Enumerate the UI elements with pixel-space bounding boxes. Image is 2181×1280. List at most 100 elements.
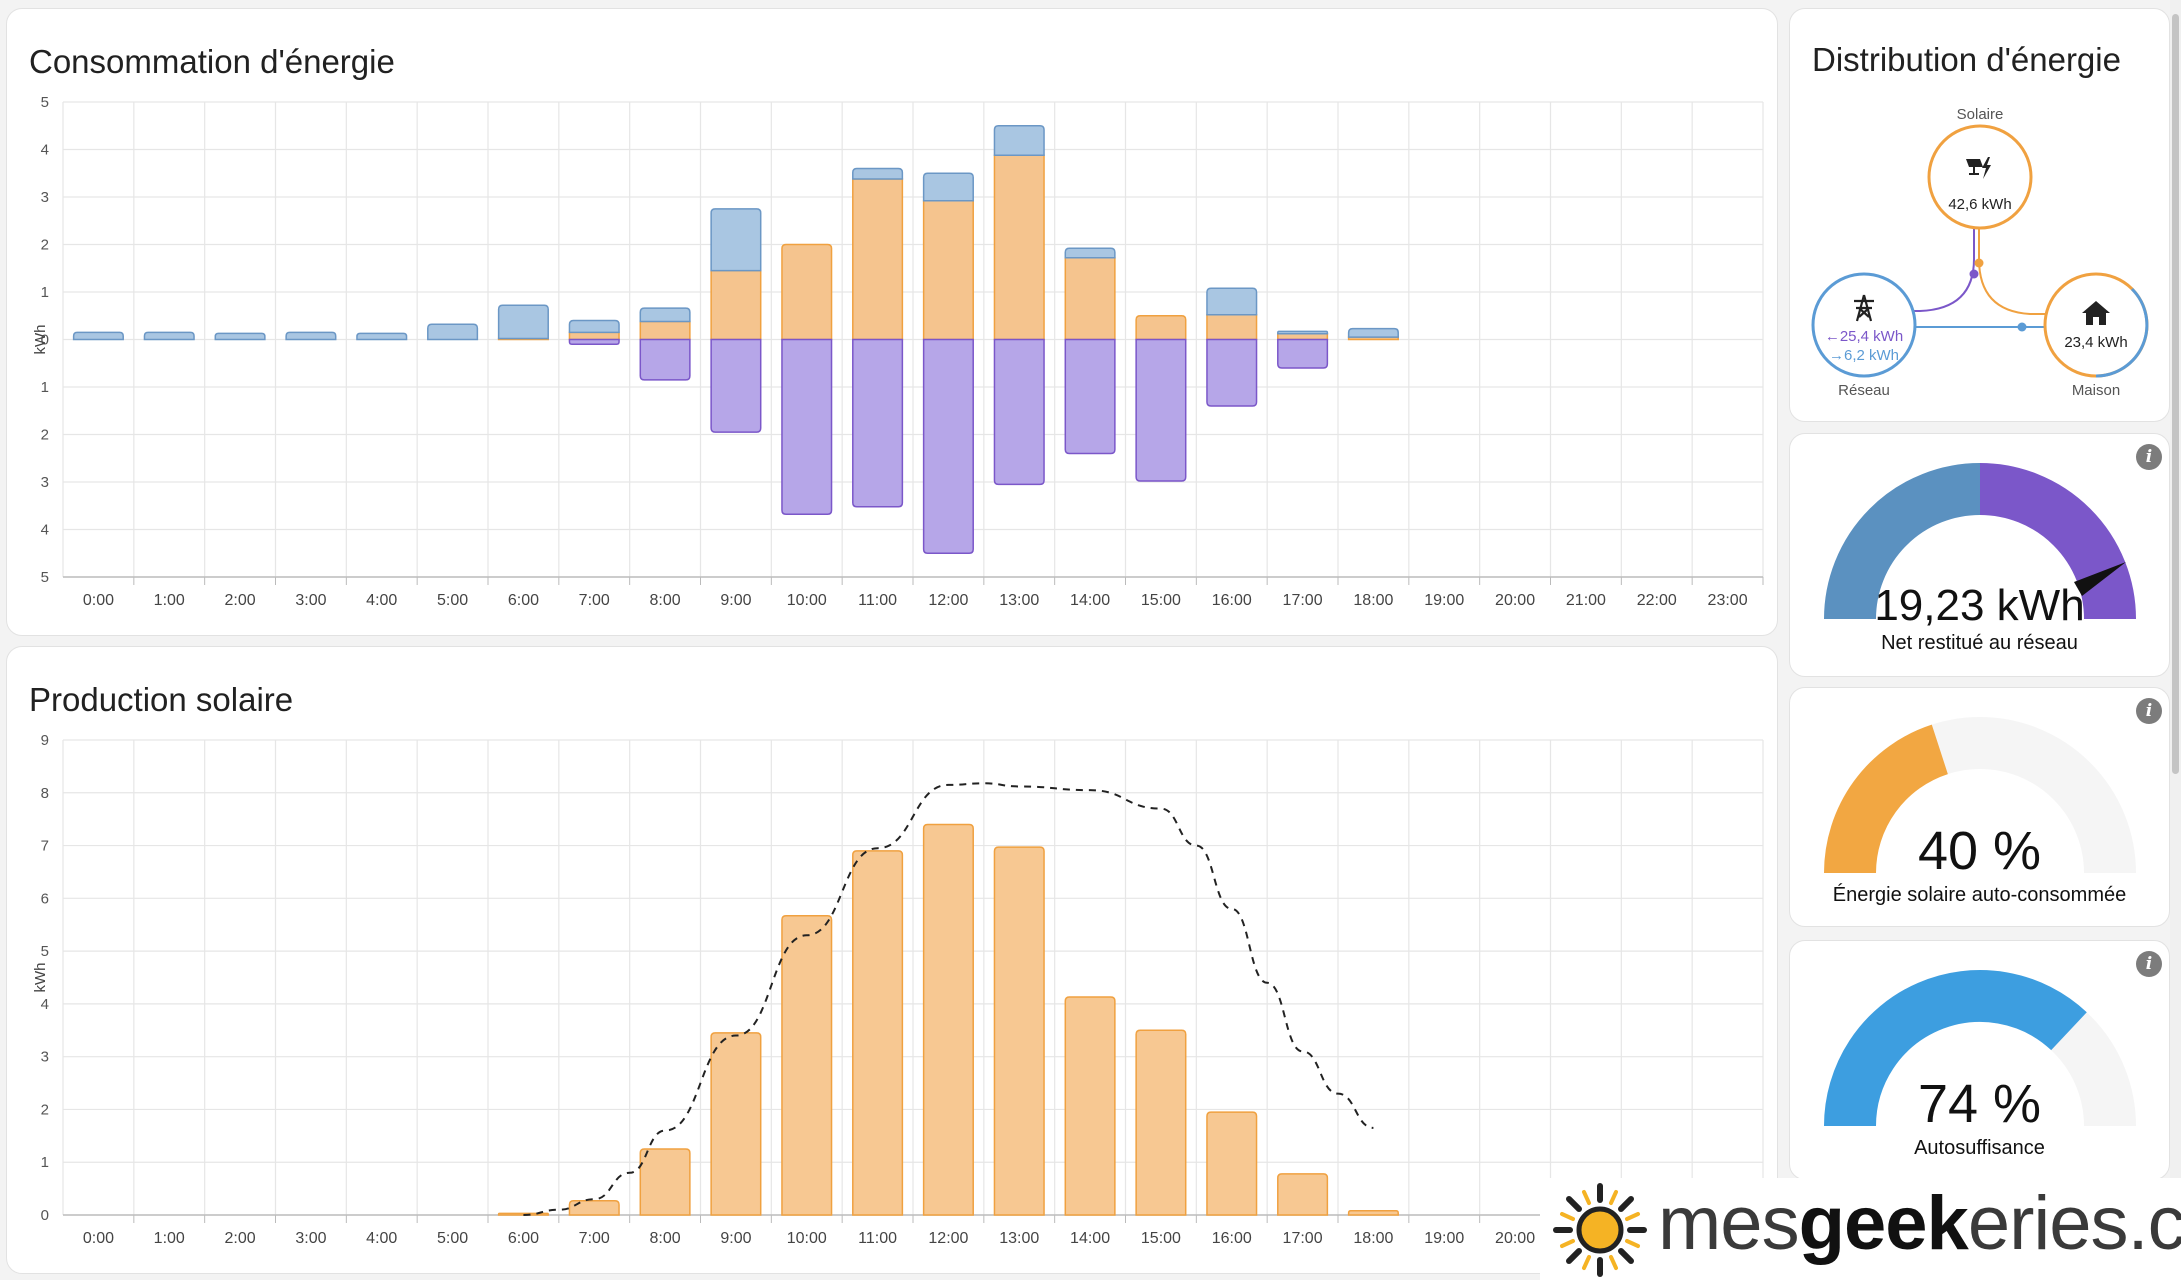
gauge-value: 40 %	[1917, 821, 2042, 881]
bar-return	[710, 338, 762, 433]
info-icon[interactable]: i	[2136, 951, 2162, 977]
bar-grid	[143, 331, 195, 341]
bar-grid	[1277, 330, 1329, 335]
bar-return	[1206, 338, 1258, 407]
x-tick-label: 21:00	[1566, 592, 1606, 609]
x-tick-label: 9:00	[720, 592, 751, 609]
bar-return	[639, 338, 691, 381]
consumption-card: Consommation d'énergie 5 4 3 2 1 0 1 2 3 4 5 0:00 1:…	[6, 8, 1778, 636]
x-tick-label: 14:00	[1070, 1230, 1110, 1247]
home-arc-grid	[2095, 287, 2149, 378]
x-tick-label: 14:00	[1070, 592, 1110, 609]
bar-grid	[214, 332, 266, 341]
gauge-card-self-sufficiency[interactable]: i 74 % Autosuffisance	[1789, 940, 2170, 1180]
bar-production	[497, 1212, 549, 1216]
y-tick-label: 4	[41, 996, 49, 1013]
bar-solar	[1206, 314, 1258, 341]
y-axis-label: kWh	[32, 325, 49, 355]
x-tick-label: 11:00	[858, 1230, 897, 1247]
x-tick-label: 7:00	[579, 1230, 610, 1247]
scrollbar-thumb[interactable]	[2172, 14, 2179, 774]
x-tick-label: 8:00	[650, 1230, 681, 1247]
bar-return	[922, 338, 974, 554]
x-tick-label: 20:00	[1495, 1230, 1535, 1247]
distribution-card: Distribution d'énergie 42,6 kWh Solaire …	[1789, 8, 2170, 422]
bar-production	[1135, 1029, 1187, 1216]
x-tick-label: 4:00	[366, 1230, 397, 1247]
bar-solar	[1135, 315, 1187, 341]
gauge-label: Autosuffisance	[1914, 1137, 2045, 1159]
x-tick-label: 13:00	[999, 592, 1039, 609]
x-tick-label: 6:00	[508, 592, 539, 609]
x-tick-label: 15:00	[1141, 592, 1181, 609]
bar-production	[922, 823, 974, 1216]
bar-solar	[639, 320, 691, 341]
y-tick-label: 2	[41, 1101, 49, 1118]
y-tick-label: 3	[41, 1049, 49, 1066]
x-tick-label: 12:00	[928, 1230, 968, 1247]
bar-grid	[993, 125, 1045, 156]
bar-grid	[568, 319, 620, 334]
y-tick-label: 3	[41, 189, 49, 206]
y-tick-label: 1	[41, 284, 49, 301]
y-tick-label: 5	[41, 943, 49, 960]
transmission-tower-icon	[1854, 294, 1874, 322]
consumption-chart[interactable]: 5 4 3 2 1 0 1 2 3 4 5 0:00 1:00 2:00 3:00 4:00 5:00 6:00 7…	[7, 9, 1779, 637]
bar-solar	[710, 269, 762, 341]
y-axis-label: kWh	[32, 963, 49, 993]
x-tick-label: 9:00	[720, 1230, 751, 1247]
gauge-self-sufficiency	[1824, 970, 2136, 1127]
y-tick-label: 7	[41, 838, 49, 855]
bar-return	[1135, 338, 1187, 482]
production-chart[interactable]: 0 1 2 3 4 5 6 7 8 9 0:00 1:00 2:00 3:00 4:00 5:00 6:00 7:…	[7, 647, 1779, 1275]
gauge-needle	[2074, 562, 2126, 596]
solar-node	[1927, 124, 2033, 230]
y-tick-label: 5	[41, 569, 49, 586]
x-tick-label: 13:00	[999, 1230, 1039, 1247]
x-tick-label: 6:00	[508, 1230, 539, 1247]
production-card: Production solaire 0 1 2 3 4 5 6 7 8 9 0:00 1:00 2:0…	[6, 646, 1778, 1274]
x-tick-label: 15:00	[1141, 1230, 1181, 1247]
bar-grid	[285, 331, 337, 341]
x-tick-label: 17:00	[1283, 1230, 1323, 1247]
grid-out-value: →6,2 kWh	[1829, 347, 1899, 364]
info-icon[interactable]: i	[2136, 698, 2162, 724]
flow-solar-grid	[1910, 201, 1975, 312]
bar-production	[1347, 1210, 1399, 1216]
bar-return	[1277, 338, 1329, 369]
bar-solar	[993, 154, 1045, 341]
home-icon	[2082, 301, 2110, 325]
bar-production	[1064, 996, 1116, 1216]
x-tick-label: 3:00	[295, 592, 326, 609]
bar-solar	[922, 200, 974, 341]
x-tick-label: 16:00	[1212, 592, 1252, 609]
distribution-title: Distribution d'énergie	[1812, 41, 2121, 78]
gauge-label: Énergie solaire auto-consommée	[1832, 884, 2127, 906]
solar-value: 42,6 kWh	[1948, 196, 2011, 213]
bar-grid	[356, 332, 408, 341]
gauge-card-net-return[interactable]: i 19,23 kWh Net restitué au réseau	[1789, 433, 2170, 677]
gauge-card-self-consumed[interactable]: i 40 % Énergie solaire auto-consommée	[1789, 687, 2170, 927]
y-tick-label: 6	[41, 890, 49, 907]
bar-production	[993, 846, 1045, 1216]
info-icon[interactable]: i	[2136, 444, 2162, 470]
x-tick-label: 3:00	[295, 1230, 326, 1247]
forecast-line	[523, 782, 1374, 1216]
x-tick-label: 1:00	[154, 592, 185, 609]
bar-return	[993, 338, 1045, 486]
sun-logo-icon	[1553, 1183, 1647, 1277]
x-tick-label: 11:00	[858, 592, 897, 609]
y-tick-label: 5	[41, 94, 49, 111]
x-tick-label: 19:00	[1424, 1230, 1464, 1247]
bar-solar	[852, 178, 904, 341]
y-tick-label: 4	[41, 522, 49, 539]
home-value: 23,4 kWh	[2064, 334, 2127, 351]
x-tick-label: 12:00	[928, 592, 968, 609]
production-title: Production solaire	[29, 681, 294, 718]
bar-grid	[72, 331, 124, 341]
x-tick-label: 18:00	[1353, 592, 1393, 609]
x-tick-label: 5:00	[437, 592, 468, 609]
grid-in-value: ←25,4 kWh	[1825, 328, 1903, 345]
bar-grid	[852, 167, 904, 180]
y-tick-label: 3	[41, 474, 49, 491]
